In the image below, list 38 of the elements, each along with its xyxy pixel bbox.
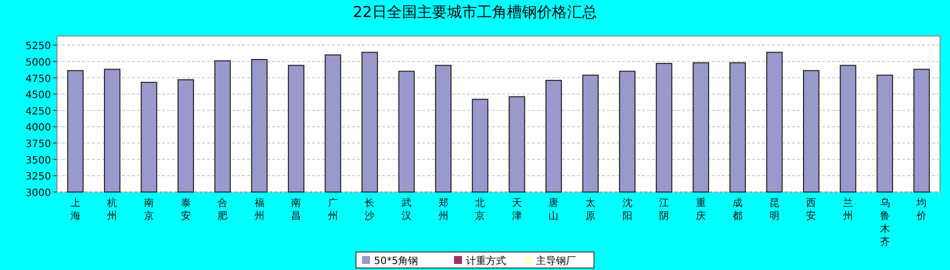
chart-title: 22日全国主要城市工角槽钢价格汇总 xyxy=(352,3,598,21)
legend-label: 计重方式 xyxy=(466,255,506,267)
x-tick-label: 郑州 xyxy=(438,197,448,222)
y-tick-label: 4250 xyxy=(26,106,51,118)
x-tick-label: 唐山 xyxy=(548,197,559,222)
y-tick-label: 3750 xyxy=(26,139,51,150)
x-tick-label: 广州 xyxy=(328,197,338,222)
x-tick-label: 乌鲁木齐 xyxy=(880,197,890,248)
y-tick-label: 5250 xyxy=(26,41,51,52)
x-tick-label: 武汉 xyxy=(402,197,412,222)
x-tick-label: 太原 xyxy=(585,197,596,222)
legend-label: 主导钢厂 xyxy=(536,255,576,267)
x-tick-label: 沈阳 xyxy=(622,197,632,222)
x-tick-label: 上海 xyxy=(70,197,80,222)
x-tick-label: 福州 xyxy=(254,197,264,222)
x-tick-label: 北京 xyxy=(475,197,486,222)
x-tick-label: 长沙 xyxy=(364,197,375,222)
y-tick-label: 4500 xyxy=(26,90,51,102)
y-tick-label: 4750 xyxy=(26,74,51,85)
x-tick-label: 兰州 xyxy=(843,197,854,222)
x-tick-label: 泰安 xyxy=(180,198,191,222)
x-tick-label: 天津 xyxy=(512,198,522,222)
x-tick-label: 重庆 xyxy=(696,197,706,222)
y-tick-label: 4000 xyxy=(26,122,51,134)
y-tick-label: 3000 xyxy=(26,188,51,199)
x-tick-label: 南京 xyxy=(144,197,154,222)
y-tick-label: 5000 xyxy=(26,57,51,68)
x-tick-label: 成都 xyxy=(732,197,743,222)
x-tick-label: 均价 xyxy=(916,197,927,222)
y-tick-label: 3250 xyxy=(26,172,51,183)
y-tick-label: 3500 xyxy=(26,155,51,166)
x-tick-label: 合肥 xyxy=(218,197,228,222)
x-tick-label: 昆明 xyxy=(769,198,780,222)
x-tick-label: 江阴 xyxy=(659,197,670,222)
x-tick-label: 杭州 xyxy=(106,197,118,222)
legend-label: 50*5角钢 xyxy=(374,255,418,267)
x-tick-label: 西安 xyxy=(806,198,816,222)
x-tick-label: 南昌 xyxy=(291,197,302,222)
